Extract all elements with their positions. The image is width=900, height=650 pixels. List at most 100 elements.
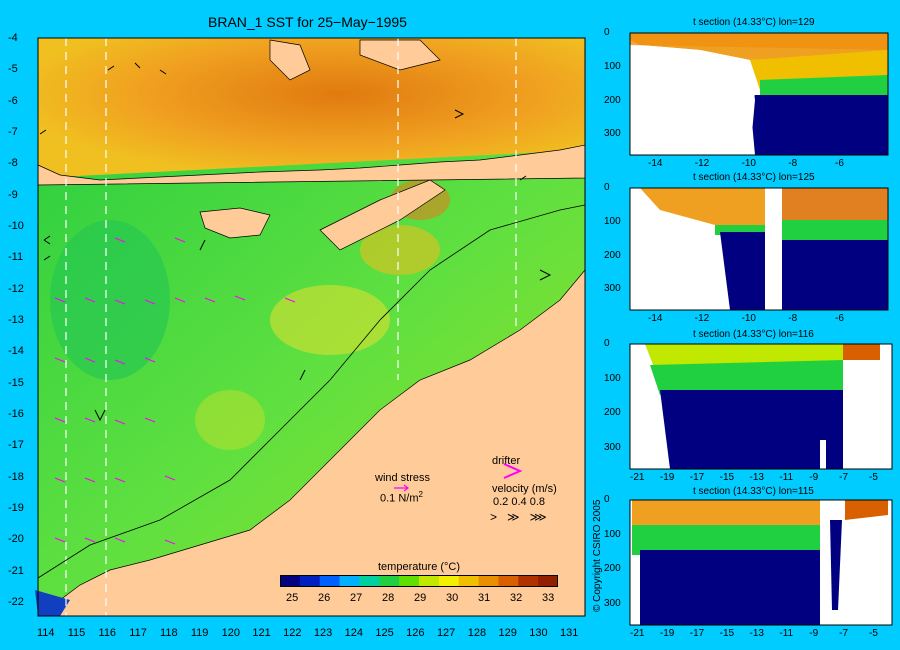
section-depth-tick: 0	[604, 27, 610, 38]
sea-region	[38, 150, 585, 616]
colorbar-swatch	[399, 575, 420, 587]
lon-tick-label: 116	[98, 627, 117, 639]
lon-tick-label: 120	[221, 627, 240, 639]
lat-tick-label: -9	[8, 188, 18, 201]
section-title-116: t section (14.33°C) lon=116	[693, 329, 814, 340]
lon-tick-label: 114	[37, 627, 55, 639]
wind-stress-arrows	[54, 237, 296, 545]
colorbar-tick-label: 25	[286, 592, 299, 604]
colorbar-swatch	[359, 575, 380, 587]
lon-tick-label: 124	[344, 627, 363, 639]
section-title-115: t section (14.33°C) lon=115	[693, 486, 814, 497]
wind-stress-arrow-icon	[394, 484, 409, 492]
section-depth-tick: 200	[604, 249, 621, 261]
section-lat-tick: -15	[719, 628, 735, 639]
colorbar-tick-label: 30	[446, 592, 459, 604]
colorbar-tick-label: 27	[350, 592, 363, 604]
section-depth-tick: 0	[604, 182, 610, 193]
lat-tick-label: -4	[8, 32, 18, 44]
map-title: BRAN_1 SST for 25−May−1995	[208, 14, 407, 30]
copyright: © Copyright CSIRO 2005	[592, 499, 603, 612]
section-depth-tick: 200	[604, 563, 621, 575]
lat-tick-label: -11	[8, 251, 24, 264]
section-lat-tick: -11	[779, 472, 794, 483]
section-lat-tick: -9	[809, 628, 819, 639]
section-lat-tick: -14	[648, 313, 663, 324]
island-north	[269, 39, 311, 81]
lon-tick-label: 117	[129, 627, 147, 639]
section-lat-tick: -19	[659, 628, 675, 639]
section-lat-tick: -5	[869, 628, 878, 639]
section-panels	[629, 32, 893, 626]
section-depth-tick: 200	[604, 94, 621, 106]
section-lon-115	[630, 500, 892, 625]
lat-tick-label: -7	[8, 126, 18, 138]
section-lat-tick: -14	[648, 158, 663, 169]
section-lat-tick: -8	[788, 158, 798, 169]
drifter-icon	[503, 463, 523, 479]
section-lat-tick: -15	[719, 472, 735, 483]
drifter-label: drifter	[492, 455, 521, 467]
section-lat-tick: -13	[749, 628, 764, 639]
lon-tick-label: 129	[498, 627, 517, 639]
section-depth-tick: 300	[604, 441, 621, 453]
velocity-arrows	[39, 62, 552, 422]
section-title-125: t section (14.33°C) lon=125	[693, 172, 815, 183]
colorbar-tick-label: 29	[414, 592, 427, 604]
lon-tick-label: 118	[160, 627, 178, 639]
section-lon-116	[630, 344, 892, 469]
section-depth-tick: 100	[604, 215, 621, 227]
sumba-island	[199, 207, 271, 239]
lon-tick-label: 128	[467, 627, 487, 639]
colorbar-swatch	[458, 575, 480, 587]
section-depth-tick: 0	[604, 494, 610, 505]
section-lat-tick: -17	[689, 472, 705, 483]
lat-tick-label: -15	[8, 376, 24, 389]
section-depth-tick: 100	[604, 60, 621, 72]
section-title-129: t section (14.33°C) lon=129	[693, 17, 815, 28]
lat-tick-label: -13	[8, 314, 24, 326]
colorbar-tick-label: 32	[510, 592, 523, 604]
section-depth-tick: 300	[604, 597, 621, 609]
section-lat-tick: -6	[835, 158, 844, 169]
velocity-scale: 0.2 0.4 0.8	[493, 496, 545, 508]
lon-tick-label: 119	[190, 627, 209, 639]
lat-tick-label: -22	[8, 596, 24, 608]
colorbar-swatch	[299, 575, 321, 587]
lon-tick-label: 126	[406, 627, 425, 639]
colorbar-swatch	[438, 575, 460, 587]
island-north-2	[359, 39, 441, 71]
lat-tick-label: -14	[8, 345, 24, 358]
timor-island	[319, 179, 446, 251]
velocity-label: velocity (m/s)	[492, 483, 557, 495]
temperature-colorbar	[280, 575, 558, 587]
lon-tick-label: 130	[529, 627, 548, 639]
section-lat-tick: -17	[689, 628, 705, 639]
section-depth-tick: 100	[604, 372, 621, 384]
section-lat-tick: -21	[630, 472, 645, 483]
lat-tick-label: -6	[8, 94, 18, 107]
section-depth-tick: 300	[604, 128, 621, 140]
section-lat-tick: -7	[839, 472, 849, 483]
lat-tick-label: -21	[8, 564, 24, 577]
wind-stress-scale: 0.1 N/m2	[380, 490, 423, 505]
section-depth-tick: 200	[604, 407, 621, 419]
lon-tick-label: 122	[283, 627, 302, 639]
lat-tick-label: -10	[8, 220, 24, 232]
section-lon-125	[630, 188, 888, 310]
colorbar-swatch	[339, 575, 360, 587]
section-lat-tick: -13	[749, 472, 764, 483]
colorbar-swatch	[518, 575, 539, 587]
colorbar-swatch	[419, 575, 440, 587]
colorbar-tick-label: 33	[542, 592, 555, 604]
lat-tick-label: -20	[8, 533, 24, 546]
lon-tick-label: 127	[436, 627, 456, 639]
section-lat-tick: -11	[779, 628, 794, 639]
section-lat-tick: -19	[659, 472, 675, 483]
lat-tick-label: -19	[8, 502, 24, 514]
section-lat-tick: -9	[809, 472, 819, 483]
section-lat-tick: -7	[839, 628, 849, 639]
section-lon-129	[630, 33, 888, 155]
section-lat-tick: -12	[694, 158, 710, 169]
section-depth-tick: 300	[604, 283, 621, 295]
